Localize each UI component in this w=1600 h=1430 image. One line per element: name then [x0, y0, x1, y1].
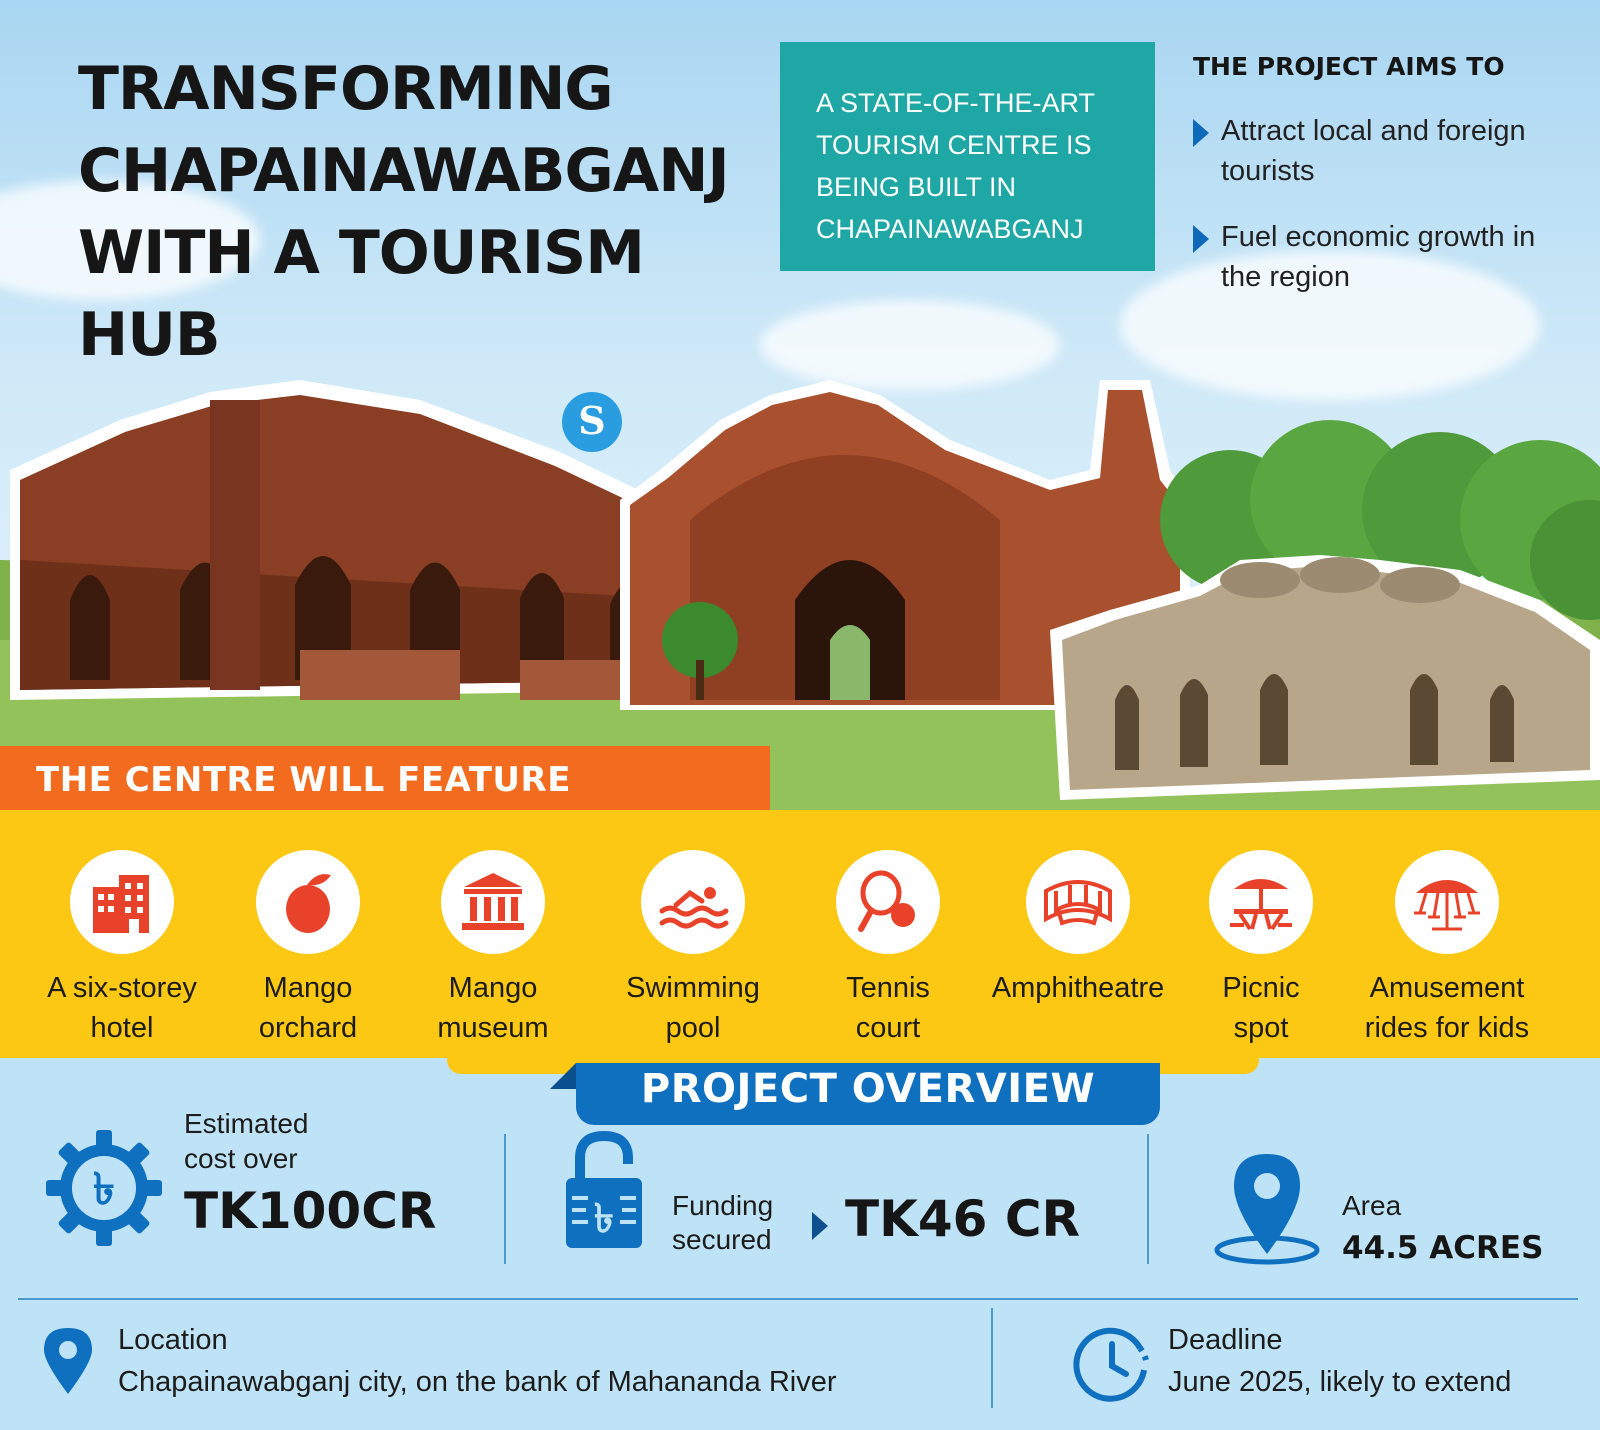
cloud: [1120, 250, 1540, 400]
museum-icon: [441, 850, 545, 954]
tennis-racket-icon: [836, 850, 940, 954]
cost-value: TK100CR: [184, 1182, 437, 1240]
taka-gear-icon: ৳: [46, 1130, 162, 1246]
cost-label: Estimated: [184, 1108, 309, 1139]
cloud: [760, 300, 1060, 390]
hotel-building-icon: [70, 850, 174, 954]
feature-label: Mango: [263, 972, 353, 1004]
project-aims: THE PROJECT AIMS TO Attract local and fo…: [1193, 52, 1593, 323]
map-pin-area-icon: [1214, 1154, 1320, 1265]
aim-item: Fuel economic growth in the region: [1193, 217, 1553, 297]
feature-swimming-pool: Swimming pool: [593, 850, 793, 1048]
padlock-taka-icon: ৳: [566, 1130, 642, 1248]
feature-label: rides for kids: [1364, 1012, 1530, 1044]
aim-text: Attract local and foreign tourists: [1221, 115, 1526, 187]
features-title-band: [0, 746, 770, 812]
cloud: [0, 180, 260, 300]
feature-picnic-spot: Picnic spot: [1161, 850, 1361, 1048]
funding-value: TK46 CR: [845, 1190, 1081, 1248]
feature-amphitheatre: Amphitheatre: [978, 850, 1178, 1008]
feature-hotel: A six-storey hotel: [22, 850, 222, 1048]
svg-text:৳: ৳: [93, 1164, 115, 1215]
divider: [991, 1308, 993, 1408]
feature-amusement-rides: Amusement rides for kids: [1347, 850, 1547, 1048]
mango-icon: [256, 850, 360, 954]
area-label: Area: [1342, 1190, 1402, 1221]
aim-text: Fuel economic growth in the region: [1221, 221, 1536, 293]
overview-banner: [550, 1063, 1160, 1125]
aim-item: Attract local and foreign tourists: [1193, 111, 1553, 191]
feature-label: Mango: [448, 972, 538, 1004]
feature-label: pool: [665, 1012, 721, 1044]
feature-mango-orchard: Mango orchard: [208, 850, 408, 1048]
feature-label: hotel: [90, 1012, 154, 1044]
feature-mango-museum: Mango museum: [393, 850, 593, 1048]
deadline-label: Deadline: [1168, 1324, 1283, 1356]
location-pin-icon: [44, 1328, 92, 1394]
triangle-bullet-icon: [1193, 119, 1209, 147]
location-value: Chapainawabganj city, on the bank of Mah…: [118, 1366, 837, 1398]
intro-box: A STATE-OF-THE-ART TOURISM CENTRE IS BEI…: [780, 42, 1155, 271]
overview-title: PROJECT OVERVIEW: [640, 1066, 1096, 1112]
divider: [18, 1298, 1578, 1300]
area-value: 44.5 ACRES: [1342, 1230, 1544, 1266]
triangle-bullet-icon: [812, 1212, 828, 1240]
feature-label: Picnic: [1222, 972, 1300, 1004]
feature-label: Amusement: [1369, 972, 1525, 1004]
cost-label: cost over: [184, 1143, 298, 1174]
feature-label: Tennis: [846, 972, 930, 1004]
carousel-icon: [1395, 850, 1499, 954]
feature-label: Swimming: [626, 972, 760, 1004]
swimmer-icon: [641, 850, 745, 954]
feature-label: A six-storey: [47, 972, 197, 1004]
feature-label: museum: [437, 1012, 549, 1044]
divider: [1147, 1134, 1149, 1264]
feature-label: spot: [1233, 1012, 1289, 1044]
clock-icon: [1073, 1327, 1149, 1402]
feature-label: Amphitheatre: [991, 972, 1165, 1004]
feature-label: court: [855, 1012, 921, 1044]
amphitheatre-icon: [1026, 850, 1130, 954]
features-title: THE CENTRE WILL FEATURE: [36, 760, 571, 800]
feature-tennis-court: Tennis court: [788, 850, 988, 1048]
svg-text:৳: ৳: [594, 1196, 614, 1242]
funding-label: Funding: [672, 1190, 774, 1221]
page-title: TRANSFORMING CHAPAINAWABGANJ WITH A TOUR…: [78, 54, 730, 370]
aims-title: THE PROJECT AIMS TO: [1193, 52, 1505, 81]
divider: [504, 1134, 506, 1264]
feature-label: orchard: [258, 1012, 358, 1044]
triangle-bullet-icon: [1193, 225, 1209, 253]
picnic-table-icon: [1209, 850, 1313, 954]
location-label: Location: [118, 1324, 228, 1356]
deadline-value: June 2025, likely to extend: [1168, 1366, 1512, 1398]
funding-label: secured: [672, 1224, 772, 1255]
publisher-logo: S: [562, 392, 622, 452]
